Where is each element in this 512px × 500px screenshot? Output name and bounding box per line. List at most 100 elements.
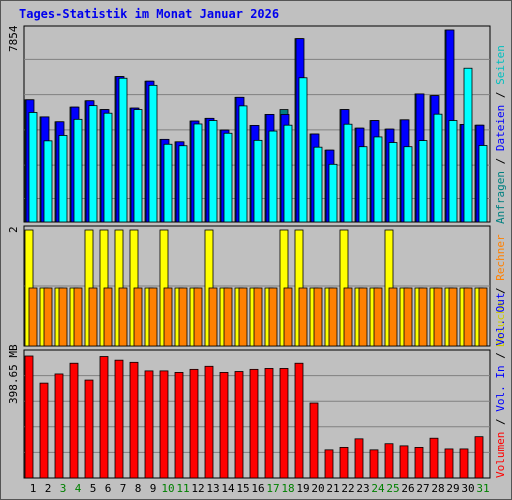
bar-seiten-day-30 [463,67,473,223]
x-tick-label-day-4: 4 [75,482,82,495]
x-tick-label-day-14: 14 [221,482,235,495]
bar-volumen-day-31 [474,436,484,479]
bar-rechner-day-26 [403,287,413,347]
x-tick-label-day-6: 6 [105,482,112,495]
x-tick-label-day-11: 11 [176,482,189,495]
bar-rechner-day-1 [28,287,38,347]
bar-seiten-day-28 [433,113,443,223]
bar-rechner-day-27 [418,287,428,347]
bar-rechner-day-6 [103,287,113,347]
bar-volumen-day-6 [99,356,109,479]
bar-seiten-day-12 [193,123,203,223]
bar-volumen-day-14 [219,372,229,479]
bar-rechner-day-21 [328,287,338,347]
bar-rechner-day-19 [298,287,308,347]
legend-bottom-item-2: Vol. In [494,365,507,411]
bar-seiten-day-3 [58,135,68,223]
x-tick-label-day-12: 12 [191,482,204,495]
legend-bottom: Volumen / Vol. In / Vol. Out [494,293,507,478]
legend-bottom-item-1: Volumen [494,432,507,478]
bar-seiten-day-18 [283,124,293,223]
bar-rechner-day-4 [73,287,83,347]
bar-seiten-day-31 [478,145,488,223]
legend-bottom-separator-2: / [494,346,507,366]
legend-top-separator-1: / [494,151,507,171]
bar-volumen-day-2 [39,382,49,479]
x-tick-label-day-21: 21 [326,482,339,495]
bar-rechner-day-30 [463,287,473,347]
bar-volumen-day-19 [294,362,304,479]
bar-volumen-day-12 [189,368,199,479]
x-tick-label-day-30: 30 [461,482,474,495]
legend-middle-item-1: Besuche [494,301,507,347]
legend-middle-item-2: Rechner [494,234,507,281]
x-tick-label-day-27: 27 [416,482,429,495]
legend-bottom-item-3: Vol. Out [494,293,507,346]
bar-volumen-day-16 [249,368,259,479]
x-tick-label-day-28: 28 [431,482,444,495]
x-tick-label-day-5: 5 [90,482,97,495]
bar-rechner-day-12 [193,287,203,347]
bar-rechner-day-23 [358,287,368,347]
x-tick-label-day-15: 15 [236,482,249,495]
bar-seiten-day-16 [253,139,263,223]
bar-seiten-day-2 [43,140,53,223]
bar-volumen-day-22 [339,446,349,479]
bar-rechner-day-18 [283,287,293,347]
bar-rechner-day-14 [223,287,233,347]
legend-top: Anfragen / Dateien / Seiten [494,45,507,224]
bar-seiten-day-22 [343,123,353,223]
bar-volumen-day-18 [279,368,289,479]
bar-rechner-day-2 [43,287,53,347]
x-tick-label-day-1: 1 [30,482,37,495]
legend-top-item-3: Seiten [494,45,507,85]
legend-top-item-2: Dateien [494,105,507,151]
ymax-label-panel-1: 7854 [7,25,20,52]
bar-rechner-day-5 [88,287,98,347]
bar-seiten-day-26 [403,146,413,223]
x-tick-label-day-16: 16 [251,482,264,495]
bar-rechner-day-8 [133,287,143,347]
bar-volumen-day-1 [24,355,34,479]
bar-seiten-day-17 [268,130,278,223]
bar-seiten-day-4 [73,118,83,223]
bar-seiten-day-20 [313,146,323,223]
x-tick-label-day-20: 20 [311,482,324,495]
bar-volumen-day-15 [234,371,244,479]
bar-seiten-day-24 [373,136,383,223]
x-tick-label-day-10: 10 [161,482,174,495]
bar-rechner-day-20 [313,287,323,347]
bar-volumen-day-5 [84,379,94,479]
x-tick-label-day-18: 18 [281,482,294,495]
bar-rechner-day-25 [388,287,398,347]
bar-seiten-day-14 [223,132,233,223]
bar-rechner-day-15 [238,287,248,347]
bar-rechner-day-13 [208,287,218,347]
x-tick-label-day-7: 7 [120,482,127,495]
bar-rechner-day-17 [268,287,278,347]
bar-rechner-day-28 [433,287,443,347]
bar-rechner-day-24 [373,287,383,347]
bar-seiten-day-6 [103,112,113,223]
bar-rechner-day-10 [163,287,173,347]
x-tick-label-day-25: 25 [386,482,399,495]
x-tick-label-day-23: 23 [356,482,369,495]
bar-volumen-day-10 [159,370,169,479]
legend-top-separator-2: / [494,85,507,105]
chart-title: Tages-Statistik im Monat Januar 2026 [19,7,280,21]
bar-rechner-day-7 [118,287,128,347]
bar-seiten-day-9 [148,84,158,223]
bar-volumen-day-20 [309,402,319,479]
x-tick-label-day-13: 13 [206,482,219,495]
bar-seiten-day-13 [208,120,218,223]
bar-rechner-day-9 [148,287,158,347]
bar-volumen-day-9 [144,370,154,479]
bar-seiten-day-8 [133,109,143,223]
bar-seiten-day-15 [238,105,248,223]
bar-volumen-day-27 [414,446,424,479]
x-tick-label-day-2: 2 [45,482,52,495]
bar-seiten-day-10 [163,143,173,223]
bar-volumen-day-23 [354,438,364,479]
bar-rechner-day-11 [178,287,188,347]
ymax-label-panel-3: 398.65 MB [7,344,20,404]
